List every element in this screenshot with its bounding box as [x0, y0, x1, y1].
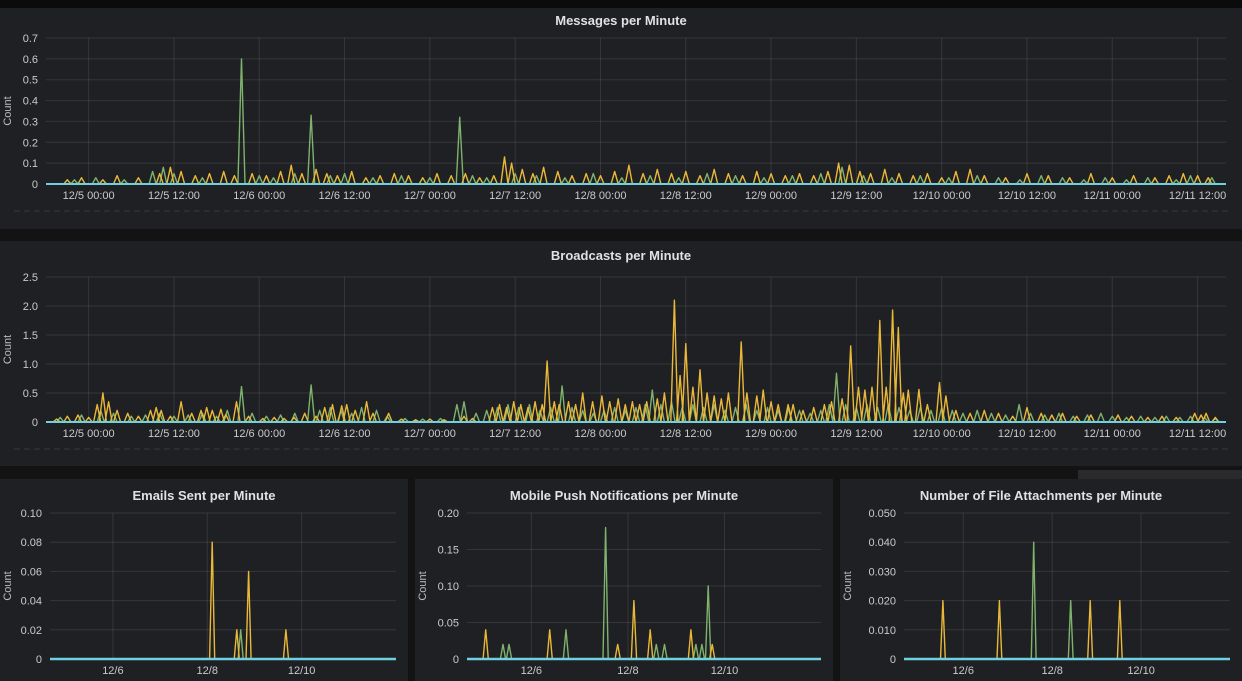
svg-text:12/9 00:00: 12/9 00:00 [745, 428, 797, 440]
svg-text:12/5 12:00: 12/5 12:00 [148, 190, 200, 202]
svg-text:12/5 12:00: 12/5 12:00 [148, 428, 200, 440]
svg-text:0.4: 0.4 [23, 96, 38, 108]
svg-text:1.5: 1.5 [23, 330, 38, 342]
svg-text:0.04: 0.04 [21, 596, 42, 608]
svg-text:2.0: 2.0 [23, 301, 38, 313]
svg-text:12/10 12:00: 12/10 12:00 [998, 428, 1056, 440]
svg-text:12/7 00:00: 12/7 00:00 [404, 428, 456, 440]
dim-legend-row [14, 210, 1228, 212]
svg-text:Count: Count [2, 96, 14, 125]
panel-emails-sent-per-minute: Emails Sent per Minute 0 0.02 0.04 0.06 0.08… [0, 479, 408, 681]
top-strip [0, 0, 1242, 8]
svg-text:12/10 00:00: 12/10 00:00 [913, 428, 971, 440]
svg-text:0: 0 [32, 179, 38, 191]
panel-broadcasts-per-minute: Broadcasts per Minute 0 0.5 1.0 1.5 2.0 2.5 12… [0, 241, 1242, 466]
svg-text:2.5: 2.5 [23, 272, 38, 284]
svg-text:12/5 00:00: 12/5 00:00 [63, 428, 115, 440]
emails-chart[interactable]: 0 0.02 0.04 0.06 0.08 0.10 12/6 12/8 12/10 Count [0, 503, 408, 681]
svg-text:12/6 12:00: 12/6 12:00 [319, 190, 371, 202]
svg-text:0.6: 0.6 [23, 54, 38, 66]
svg-text:Count: Count [417, 571, 429, 600]
svg-text:12/6: 12/6 [102, 665, 123, 677]
svg-text:0.10: 0.10 [21, 508, 42, 520]
svg-text:0.040: 0.040 [868, 537, 896, 549]
svg-text:12/6 00:00: 12/6 00:00 [233, 428, 285, 440]
svg-text:0.5: 0.5 [23, 388, 38, 400]
svg-text:0.020: 0.020 [868, 596, 896, 608]
svg-text:12/8 00:00: 12/8 00:00 [574, 428, 626, 440]
svg-text:12/11 12:00: 12/11 12:00 [1169, 428, 1226, 440]
svg-text:0.15: 0.15 [438, 545, 459, 557]
svg-text:0.3: 0.3 [23, 116, 38, 128]
svg-text:0: 0 [36, 654, 42, 666]
panel-title[interactable]: Broadcasts per Minute [550, 248, 692, 263]
svg-text:Count: Count [2, 335, 14, 364]
dim-legend-row [14, 448, 1228, 450]
svg-text:12/11 00:00: 12/11 00:00 [1084, 190, 1141, 202]
svg-text:0.10: 0.10 [438, 581, 459, 593]
panel-resize-strip [1078, 470, 1242, 479]
svg-text:12/7 12:00: 12/7 12:00 [489, 190, 541, 202]
svg-text:0.030: 0.030 [868, 566, 896, 578]
svg-text:12/11 12:00: 12/11 12:00 [1169, 190, 1226, 202]
messages-chart[interactable]: 0 0.1 0.2 0.3 0.4 0.5 0.6 0.7 12/5 00:00 12/5 12:… [0, 28, 1242, 206]
panel-title[interactable]: Number of File Attachments per Minute [919, 488, 1163, 503]
svg-text:Count: Count [842, 571, 854, 600]
svg-text:12/10 00:00: 12/10 00:00 [913, 190, 971, 202]
svg-text:12/11 00:00: 12/11 00:00 [1084, 428, 1141, 440]
svg-text:12/8: 12/8 [197, 665, 218, 677]
svg-text:12/8: 12/8 [617, 665, 638, 677]
svg-text:12/10: 12/10 [711, 665, 739, 677]
panel-title[interactable]: Mobile Push Notifications per Minute [509, 488, 739, 503]
svg-text:12/8 12:00: 12/8 12:00 [660, 190, 712, 202]
svg-text:0.08: 0.08 [21, 537, 42, 549]
svg-text:12/9 12:00: 12/9 12:00 [830, 428, 882, 440]
svg-text:0.06: 0.06 [21, 566, 42, 578]
svg-text:0.2: 0.2 [23, 137, 38, 149]
svg-text:12/9 12:00: 12/9 12:00 [830, 190, 882, 202]
svg-text:12/8 12:00: 12/8 12:00 [660, 428, 712, 440]
svg-text:12/7 12:00: 12/7 12:00 [489, 428, 541, 440]
svg-text:0.010: 0.010 [868, 625, 896, 637]
mobile-push-chart[interactable]: 0 0.05 0.10 0.15 0.20 12/6 12/8 12/10 Count [415, 503, 833, 681]
svg-text:12/9 00:00: 12/9 00:00 [745, 190, 797, 202]
svg-text:12/8: 12/8 [1041, 665, 1062, 677]
svg-text:12/6: 12/6 [521, 665, 542, 677]
svg-text:12/10: 12/10 [288, 665, 316, 677]
svg-text:0.7: 0.7 [23, 33, 38, 45]
svg-text:Count: Count [2, 571, 14, 600]
svg-text:0: 0 [453, 654, 459, 666]
svg-text:0.20: 0.20 [438, 508, 459, 520]
panel-title[interactable]: Messages per Minute [555, 13, 687, 28]
svg-text:1.0: 1.0 [23, 359, 38, 371]
svg-text:12/6 00:00: 12/6 00:00 [233, 190, 285, 202]
panel-title[interactable]: Emails Sent per Minute [132, 488, 276, 503]
svg-text:0.02: 0.02 [21, 625, 42, 637]
svg-text:12/10: 12/10 [1127, 665, 1155, 677]
svg-text:0.050: 0.050 [868, 508, 896, 520]
svg-text:12/10 12:00: 12/10 12:00 [998, 190, 1056, 202]
svg-text:0: 0 [32, 417, 38, 429]
svg-text:12/8 00:00: 12/8 00:00 [574, 190, 626, 202]
svg-text:0: 0 [890, 654, 896, 666]
file-attachments-chart[interactable]: 0 0.010 0.020 0.030 0.040 0.050 12/6 12/8 12/10 C… [840, 503, 1242, 681]
svg-text:0.5: 0.5 [23, 75, 38, 87]
panel-mobile-push-per-minute: Mobile Push Notifications per Minute 0 0.… [415, 479, 833, 681]
broadcasts-chart[interactable]: 0 0.5 1.0 1.5 2.0 2.5 12/5 00:00 12/5 12:00 12/6… [0, 263, 1242, 444]
svg-text:0.05: 0.05 [438, 618, 459, 630]
svg-text:12/6: 12/6 [953, 665, 974, 677]
svg-text:0.1: 0.1 [23, 158, 38, 170]
svg-text:12/7 00:00: 12/7 00:00 [404, 190, 456, 202]
svg-text:12/5 00:00: 12/5 00:00 [63, 190, 115, 202]
svg-text:12/6 12:00: 12/6 12:00 [319, 428, 371, 440]
panel-messages-per-minute: Messages per Minute 0 0.1 0.2 0.3 0.4 0.5 0.6 0… [0, 8, 1242, 229]
